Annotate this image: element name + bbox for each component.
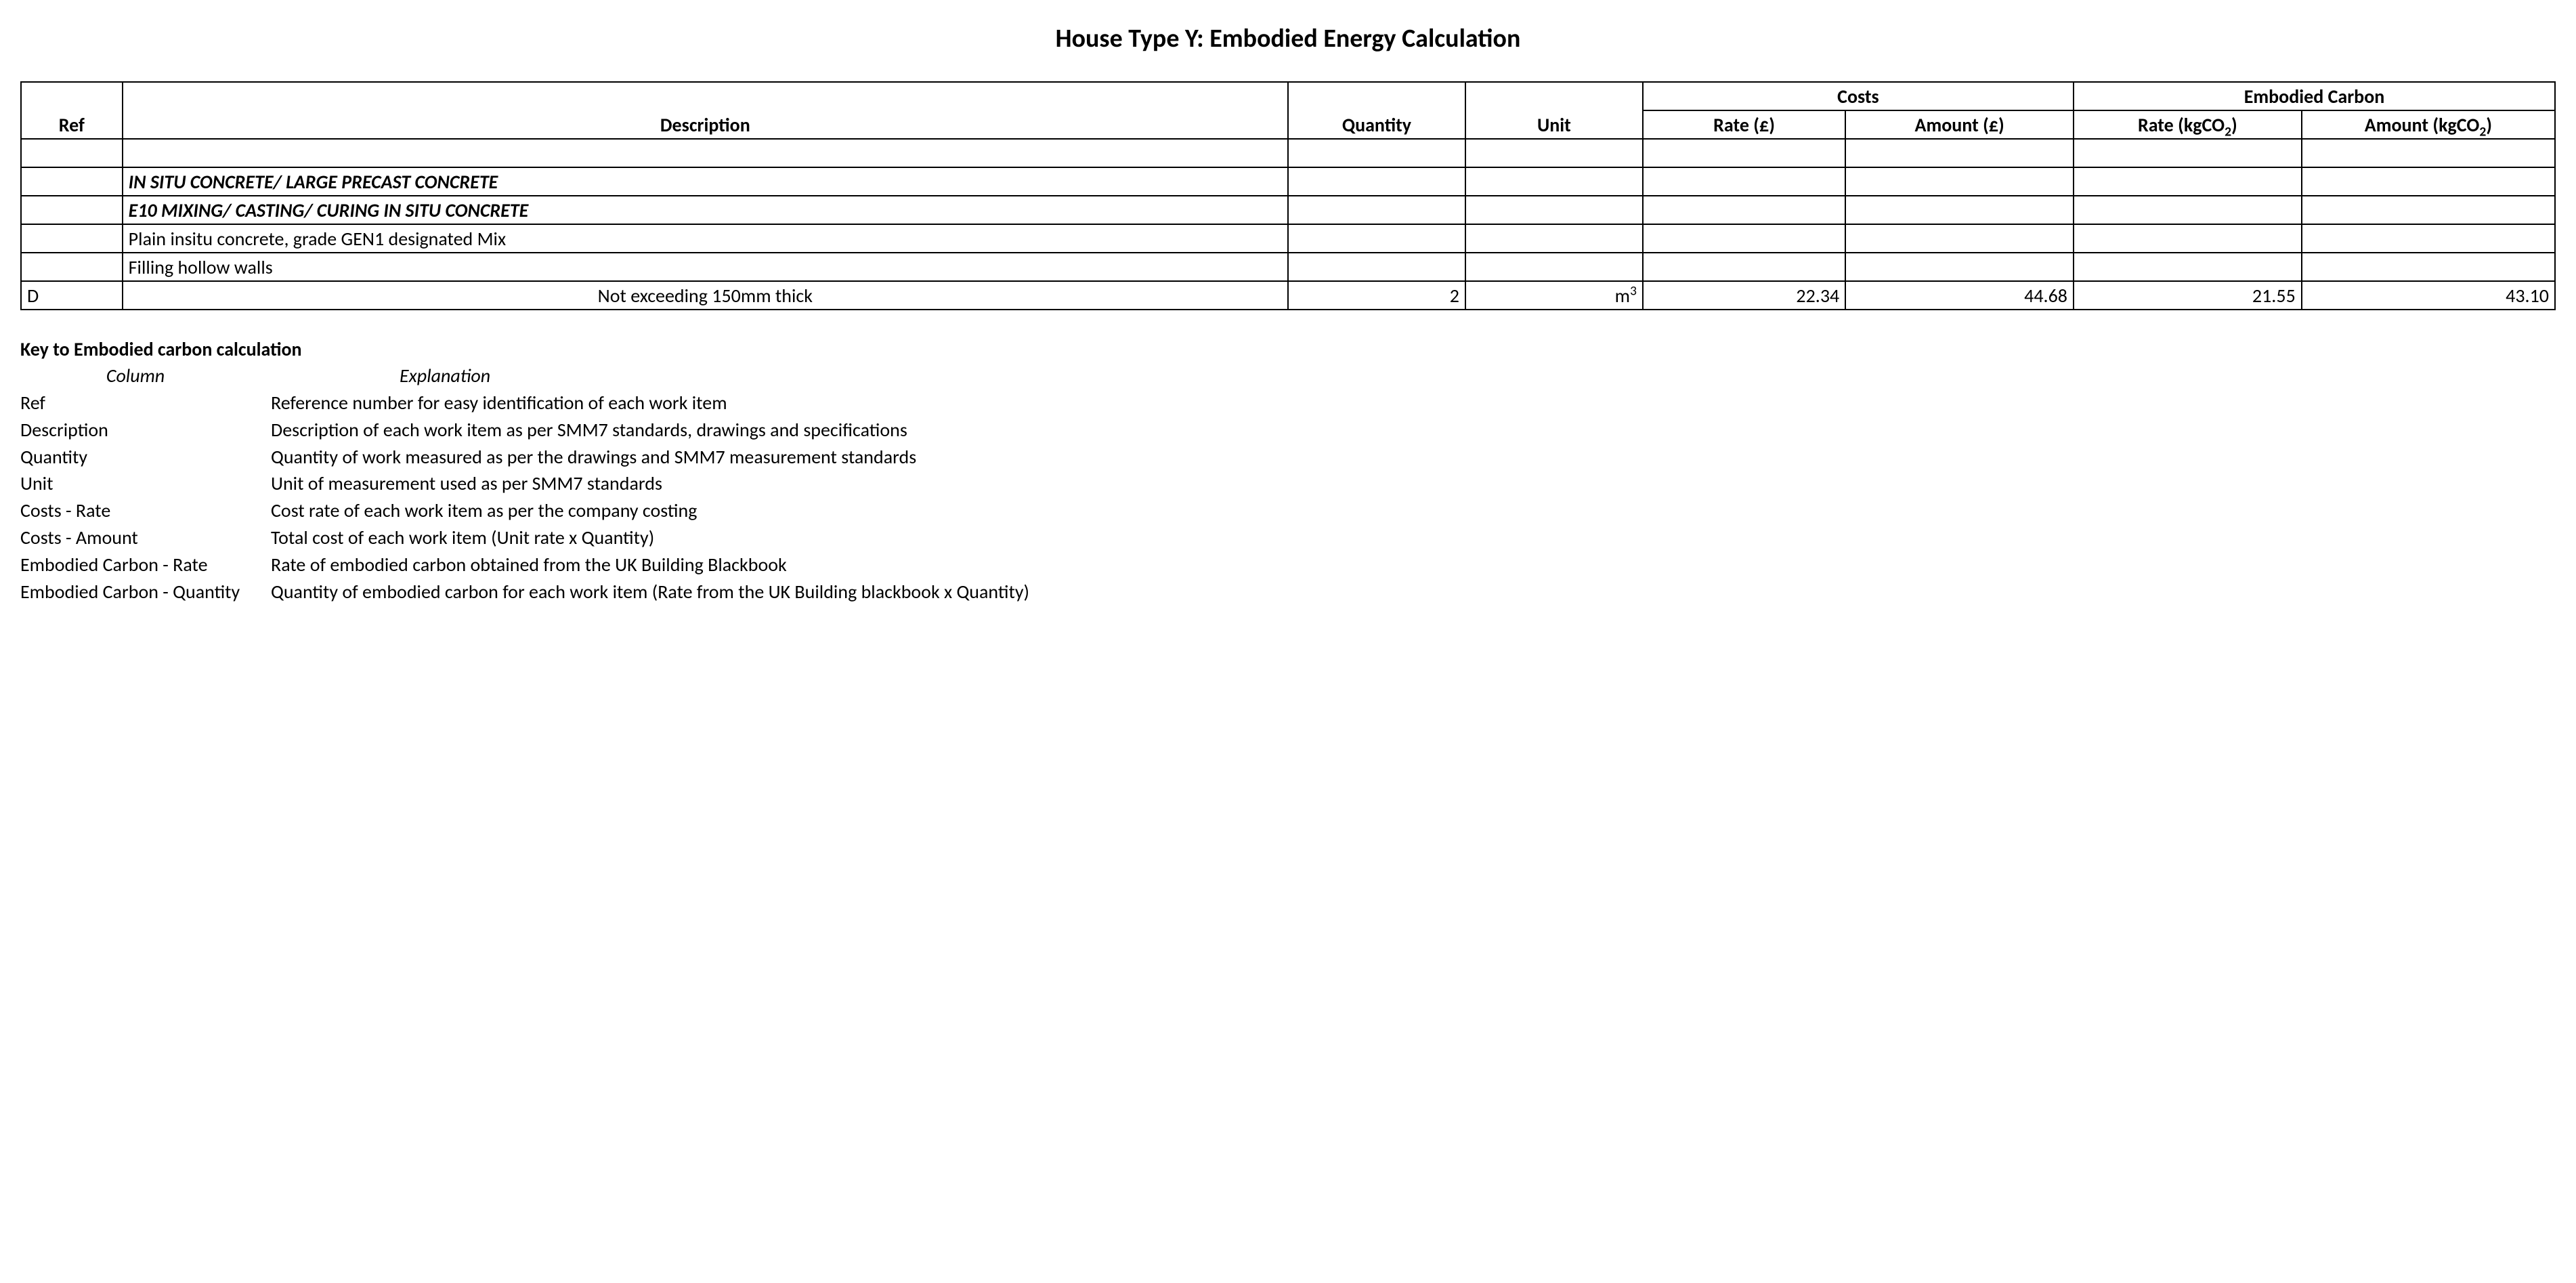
table-cell [1465,196,1643,224]
table-cell [2074,139,2302,167]
table-cell: Not exceeding 150mm thick [123,281,1288,310]
key-column-label: Description [20,417,271,443]
table-cell [2074,224,2302,253]
table-cell [1845,196,2074,224]
key-row: Embodied Carbon - RateRate of embodied c… [20,552,2556,578]
table-cell [1643,139,1845,167]
header-quantity: Quantity [1288,82,1465,139]
header-cost-rate: Rate (£) [1643,110,1845,139]
table-cell [1845,139,2074,167]
header-carbon-amount: Amount (kgCO2) [2302,110,2555,139]
header-cost-amount: Amount (£) [1845,110,2074,139]
table-cell: IN SITU CONCRETE/ LARGE PRECAST CONCRETE [123,167,1288,196]
table-cell [1288,253,1465,281]
key-column-label: Unit [20,471,271,497]
header-ref: Ref [21,82,123,139]
table-cell: 21.55 [2074,281,2302,310]
table-cell [21,196,123,224]
key-explanation: Rate of embodied carbon obtained from th… [271,552,2556,578]
key-explanation: Total cost of each work item (Unit rate … [271,525,2556,551]
key-column-label: Embodied Carbon - Quantity [20,579,271,605]
table-cell [1643,196,1845,224]
key-explanation: Quantity of work measured as per the dra… [271,444,2556,470]
table-cell [2302,253,2555,281]
header-carbon-rate: Rate (kgCO2) [2074,110,2302,139]
key-explanation: Quantity of embodied carbon for each wor… [271,579,2556,605]
table-cell [1845,224,2074,253]
header-costs-group: Costs [1643,82,2074,110]
table-row: Filling hollow walls [21,253,2555,281]
table-cell [1465,139,1643,167]
table-cell [21,167,123,196]
header-description: Description [123,82,1288,139]
header-embodied-group: Embodied Carbon [2074,82,2555,110]
table-cell [1288,196,1465,224]
table-cell: 44.68 [1845,281,2074,310]
table-cell [2074,167,2302,196]
key-block: Key to Embodied carbon calculation Colum… [20,337,2556,604]
key-column-label: Embodied Carbon - Rate [20,552,271,578]
table-cell [21,224,123,253]
table-cell [1465,167,1643,196]
table-row: IN SITU CONCRETE/ LARGE PRECAST CONCRETE [21,167,2555,196]
table-cell: D [21,281,123,310]
table-cell [123,139,1288,167]
key-row: Costs - RateCost rate of each work item … [20,498,2556,524]
table-cell [21,139,123,167]
key-row: DescriptionDescription of each work item… [20,417,2556,443]
key-title: Key to Embodied carbon calculation [20,337,2556,361]
key-row: UnitUnit of measurement used as per SMM7… [20,471,2556,497]
table-cell [2302,167,2555,196]
table-cell [2302,139,2555,167]
key-header-column: Column [20,364,251,387]
key-column-label: Costs - Amount [20,525,271,551]
key-column-label: Ref [20,390,271,416]
calculation-table: Ref Description Quantity Unit Costs Embo… [20,81,2556,310]
table-cell [1465,224,1643,253]
table-cell [1845,167,2074,196]
key-row: Costs - AmountTotal cost of each work it… [20,525,2556,551]
key-column-label: Quantity [20,444,271,470]
key-explanation: Unit of measurement used as per SMM7 sta… [271,471,2556,497]
key-header-explanation: Explanation [251,364,2556,387]
table-cell [1288,139,1465,167]
table-cell [2302,196,2555,224]
table-row [21,139,2555,167]
table-cell: E10 MIXING/ CASTING/ CURING IN SITU CONC… [123,196,1288,224]
table-cell [1643,253,1845,281]
table-cell: m3 [1465,281,1643,310]
key-row: QuantityQuantity of work measured as per… [20,444,2556,470]
table-cell [1643,167,1845,196]
table-cell: Plain insitu concrete, grade GEN1 design… [123,224,1288,253]
table-cell [1643,224,1845,253]
table-row: DNot exceeding 150mm thick2m322.3444.682… [21,281,2555,310]
table-cell: 43.10 [2302,281,2555,310]
key-explanation: Cost rate of each work item as per the c… [271,498,2556,524]
table-cell [2074,253,2302,281]
key-row: RefReference number for easy identificat… [20,390,2556,416]
table-cell [2074,196,2302,224]
table-cell [2302,224,2555,253]
table-cell: Filling hollow walls [123,253,1288,281]
header-unit: Unit [1465,82,1643,139]
table-cell [1465,253,1643,281]
table-cell: 2 [1288,281,1465,310]
table-cell [1288,167,1465,196]
page-title: House Type Y: Embodied Energy Calculatio… [20,23,2556,54]
table-row: E10 MIXING/ CASTING/ CURING IN SITU CONC… [21,196,2555,224]
table-cell [1845,253,2074,281]
key-column-label: Costs - Rate [20,498,271,524]
key-row: Embodied Carbon - QuantityQuantity of em… [20,579,2556,605]
table-row: Plain insitu concrete, grade GEN1 design… [21,224,2555,253]
key-explanation: Description of each work item as per SMM… [271,417,2556,443]
key-headers: Column Explanation [20,364,2556,387]
key-explanation: Reference number for easy identification… [271,390,2556,416]
table-cell [21,253,123,281]
table-cell [1288,224,1465,253]
table-cell: 22.34 [1643,281,1845,310]
